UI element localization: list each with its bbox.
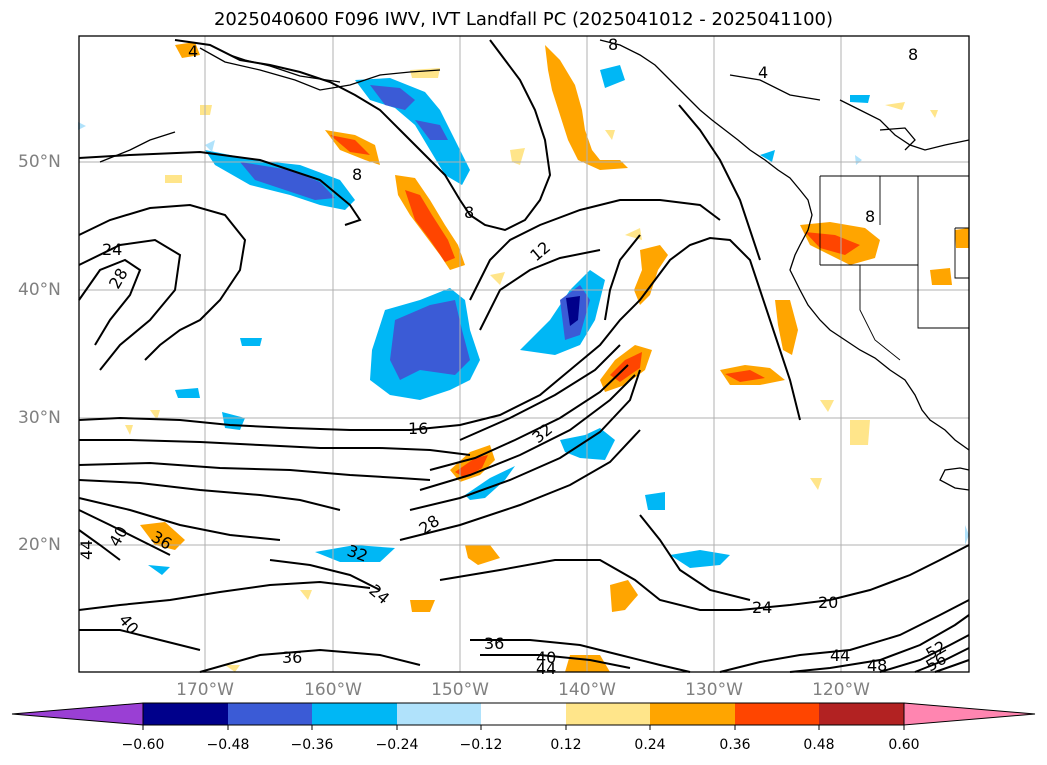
lat-label-20n: 20°N	[18, 535, 61, 555]
contour-label: 8	[608, 35, 618, 54]
contour-label: 36	[282, 648, 302, 667]
colorbar-bin	[819, 703, 904, 725]
lon-label-150w: 150°W	[431, 680, 489, 700]
contour-label: 40	[536, 648, 556, 667]
colorbar-tick-label: −0.36	[290, 737, 334, 753]
contour-label: 20	[818, 593, 838, 612]
colorbar-tick-label: 0.48	[803, 737, 835, 753]
colorbar-tick-label: 0.12	[550, 737, 582, 753]
negative-anomaly-fills	[78, 65, 969, 575]
colorbar-tick-label: −0.48	[206, 737, 250, 753]
contour-label: 8	[908, 45, 918, 64]
contour-label: 8	[352, 165, 362, 184]
lon-label-160w: 160°W	[304, 680, 362, 700]
contour-label: 36	[484, 634, 504, 653]
colorbar-bin	[735, 703, 819, 725]
colorbar-tick-label: 0.24	[634, 737, 666, 753]
contour-label: 44	[77, 540, 96, 560]
lon-label-130w: 130°W	[685, 680, 743, 700]
colorbar-bin	[397, 703, 481, 725]
colorbar-bin	[143, 703, 228, 725]
contour-label: 44	[830, 646, 850, 665]
contour-label: 24	[752, 598, 772, 617]
contour-label: 48	[867, 656, 887, 675]
contour-label: 44	[536, 659, 556, 678]
contour-label: 24	[102, 240, 122, 259]
colorbar-extend-max	[903, 702, 1036, 726]
plot-frame	[78, 35, 970, 673]
contour-label: 4	[758, 63, 768, 82]
colorbar-tick-label: −0.12	[459, 737, 503, 753]
colorbar-tick-label: 0.60	[888, 737, 920, 753]
contour-label: 8	[865, 207, 875, 226]
lon-label-120w: 120°W	[812, 680, 870, 700]
colorbar-extend-min	[11, 702, 144, 726]
lat-label-40n: 40°N	[18, 280, 61, 300]
contour-label: 8	[464, 203, 474, 222]
lon-label-140w: 140°W	[558, 680, 616, 700]
iwv-contours	[78, 39, 970, 673]
colorbar-bin	[566, 703, 650, 725]
colorbar-tick-label: 0.36	[719, 737, 751, 753]
contour-label: 4	[188, 42, 198, 61]
colorbar-bin	[312, 703, 397, 725]
colorbar-bin	[228, 703, 312, 725]
colorbar-tick-label: −0.60	[121, 737, 165, 753]
colorbar-bin	[481, 703, 566, 725]
contour-label: 16	[408, 419, 428, 438]
state-borders	[819, 175, 969, 361]
lat-label-50n: 50°N	[18, 152, 61, 172]
lon-label-170w: 170°W	[176, 680, 234, 700]
lat-label-30n: 30°N	[18, 408, 61, 428]
colorbar-tick-label: −0.24	[375, 737, 419, 753]
colorbar	[11, 702, 1036, 730]
map-title: 2025040600 F096 IWV, IVT Landfall PC (20…	[213, 9, 834, 30]
colorbar-bin	[650, 703, 735, 725]
coastlines	[99, 39, 970, 491]
